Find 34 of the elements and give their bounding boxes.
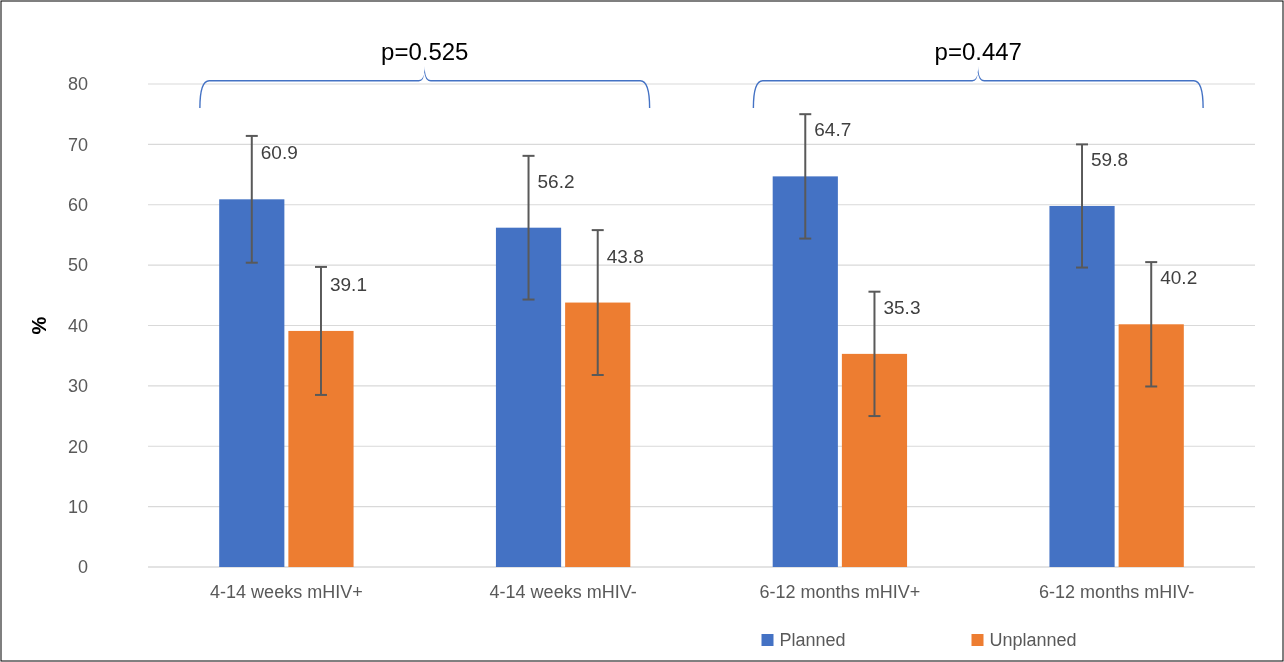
data-label: 43.8: [606, 245, 644, 267]
text: p=0.525: [381, 38, 469, 65]
data-label: 39.1: [329, 273, 367, 295]
y-tick-label: 80: [67, 74, 88, 95]
data-label: 56.2: [537, 170, 575, 192]
data-label: 35.3: [883, 296, 921, 318]
bar: [288, 330, 354, 567]
y-tick-label: 0: [77, 557, 88, 578]
bar: [495, 227, 562, 567]
data-label: 40.2: [1160, 267, 1198, 289]
y-tick-label: 40: [67, 315, 88, 336]
y-tick-label: 70: [67, 134, 88, 155]
data-label: 64.7: [814, 119, 852, 141]
y-tick-label: 60: [67, 195, 88, 216]
x-tick-label: 6-12 months mHIV+: [759, 582, 921, 602]
y-tick-label: 20: [67, 436, 88, 457]
bar: [772, 176, 838, 567]
bar: [1118, 324, 1184, 567]
bar: [219, 199, 285, 567]
x-tick-label: 4-14 weeks mHIV+: [210, 582, 363, 602]
bar: [841, 353, 908, 567]
y-axis-title: %: [28, 316, 50, 335]
text: p=0.447: [934, 38, 1022, 65]
bar: [1049, 205, 1115, 567]
y-tick-label: 30: [67, 376, 88, 397]
data-label: 59.8: [1091, 148, 1129, 170]
y-tick-label: 10: [67, 496, 88, 517]
legend-label: Unplanned: [989, 630, 1077, 651]
x-tick-label: 4-14 weeks mHIV-: [489, 582, 637, 602]
x-tick-label: 6-12 months mHIV-: [1039, 582, 1195, 602]
bar: [565, 302, 631, 567]
data-label: 60.9: [260, 142, 298, 164]
legend-label: Planned: [779, 630, 846, 651]
y-tick-label: 50: [67, 255, 88, 276]
